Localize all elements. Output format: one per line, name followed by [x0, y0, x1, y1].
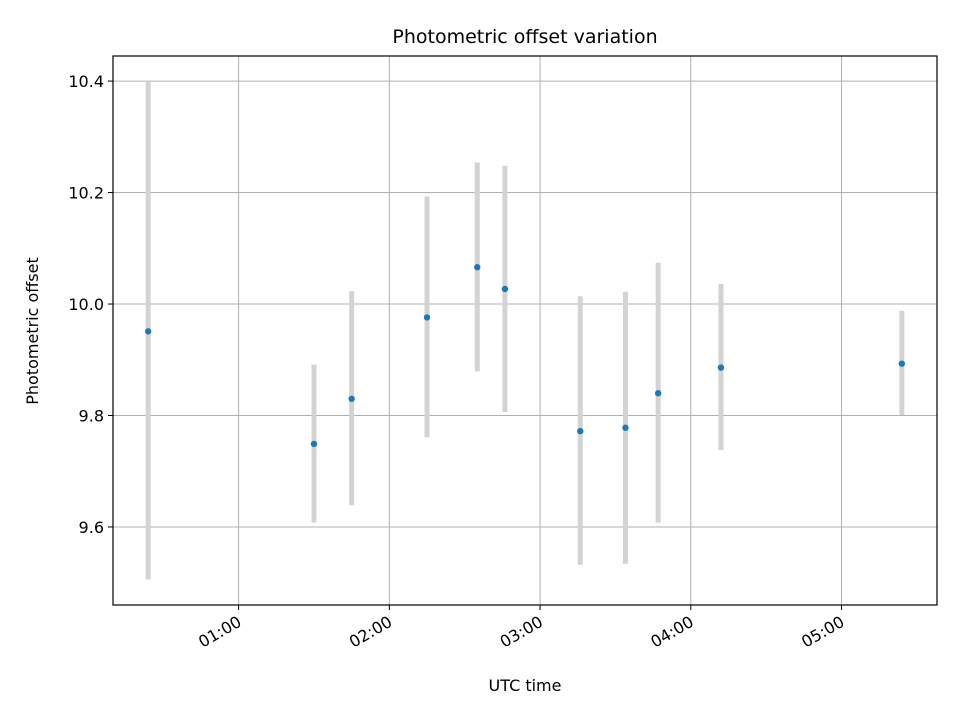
y-axis-title: Photometric offset [23, 257, 42, 405]
y-tick-label: 9.6 [79, 518, 104, 537]
x-tick-label: 03:00 [497, 612, 546, 652]
data-point [717, 364, 725, 371]
x-axis-title: UTC time [489, 676, 562, 695]
data-point [144, 328, 152, 335]
markers [144, 264, 906, 448]
x-tick-label: 01:00 [195, 612, 244, 652]
y-tick-label: 10.4 [68, 72, 104, 91]
data-point [501, 285, 509, 293]
data-point [898, 360, 906, 367]
data-point [622, 424, 629, 431]
data-point [474, 264, 481, 271]
y-tick-label: 9.8 [79, 406, 104, 425]
chart-title: Photometric offset variation [392, 26, 657, 48]
grid [113, 56, 937, 605]
data-point [348, 395, 355, 402]
y-tick-label: 10.0 [68, 295, 104, 314]
x-tick-label: 05:00 [798, 612, 847, 652]
data-point [654, 390, 662, 397]
x-tick-label: 02:00 [346, 612, 395, 652]
plot-frame [112, 55, 938, 606]
data-point [310, 440, 318, 448]
data-point [423, 314, 431, 321]
data-point [577, 427, 584, 435]
y-tick-label: 10.2 [68, 184, 104, 203]
x-tick-label: 04:00 [647, 612, 696, 652]
plot-background [113, 56, 937, 605]
